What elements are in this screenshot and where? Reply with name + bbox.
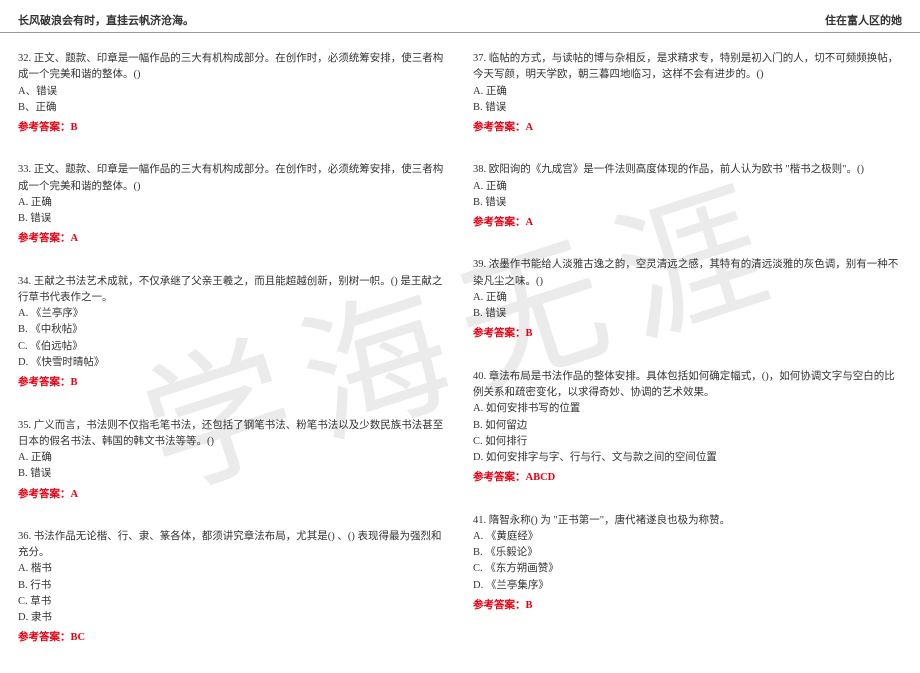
question-option: A. 正确 bbox=[473, 84, 902, 100]
question-stem: 41. 隋智永称() 为 "正书第一"，唐代褚遂良也极为称赞。 bbox=[473, 513, 902, 529]
columns-container: 32. 正文、题款、印章是一幅作品的三大有机构成部分。在创作时，必须统筹安排，使… bbox=[0, 33, 920, 673]
question-block: 39. 浓墨作书能给人淡雅古逸之韵，空灵清远之感，其特有的清远淡雅的灰色调，别有… bbox=[473, 257, 902, 342]
question-option: C. 草书 bbox=[18, 594, 447, 610]
answer-label: 参考答案： bbox=[18, 122, 71, 133]
question-block: 41. 隋智永称() 为 "正书第一"，唐代褚遂良也极为称赞。A. 《黄庭经》B… bbox=[473, 513, 902, 615]
question-option: D. 《兰亭集序》 bbox=[473, 578, 902, 594]
question-option: D. 《快雪时晴帖》 bbox=[18, 355, 447, 371]
question-stem: 38. 欧阳询的《九成宫》是一件法则高度体现的作品，前人认为欧书 "楷书之极则"… bbox=[473, 162, 902, 178]
question-stem: 36. 书法作品无论楷、行、隶、篆各体，都须讲究章法布局，尤其是() 、() 表… bbox=[18, 529, 447, 562]
question-option: B. 《乐毅论》 bbox=[473, 545, 902, 561]
answer-line: 参考答案：A bbox=[473, 215, 902, 231]
answer-label: 参考答案： bbox=[473, 122, 526, 133]
question-stem: 39. 浓墨作书能给人淡雅古逸之韵，空灵清远之感，其特有的清远淡雅的灰色调，别有… bbox=[473, 257, 902, 290]
answer-label: 参考答案： bbox=[473, 472, 526, 483]
answer-label: 参考答案： bbox=[18, 489, 71, 500]
answer-line: 参考答案：A bbox=[473, 120, 902, 136]
question-option: B. 《中秋帖》 bbox=[18, 322, 447, 338]
answer-line: 参考答案：B bbox=[18, 375, 447, 391]
right-column: 37. 临帖的方式，与读帖的博与杂相反，是求精求专，特别是初入门的人，切不可频频… bbox=[473, 51, 902, 673]
answer-value: B bbox=[71, 122, 78, 133]
question-option: A、错误 bbox=[18, 84, 447, 100]
question-option: A. 如何安排书写的位置 bbox=[473, 401, 902, 417]
question-option: A. 楷书 bbox=[18, 561, 447, 577]
question-option: A. 正确 bbox=[18, 195, 447, 211]
page-header: 长风破浪会有时，直挂云帆济沧海。 住在富人区的她 bbox=[0, 0, 920, 33]
answer-value: A bbox=[526, 122, 534, 133]
header-right: 住在富人区的她 bbox=[825, 12, 902, 28]
answer-line: 参考答案：A bbox=[18, 487, 447, 503]
question-option: B. 行书 bbox=[18, 578, 447, 594]
question-stem: 35. 广义而言，书法则不仅指毛笔书法，还包括了钢笔书法、粉笔书法以及少数民族书… bbox=[18, 418, 447, 451]
question-option: B. 错误 bbox=[473, 306, 902, 322]
answer-value: B bbox=[526, 600, 533, 611]
answer-value: B bbox=[71, 377, 78, 388]
question-block: 32. 正文、题款、印章是一幅作品的三大有机构成部分。在创作时，必须统筹安排，使… bbox=[18, 51, 447, 136]
question-option: B. 错误 bbox=[18, 211, 447, 227]
question-block: 37. 临帖的方式，与读帖的博与杂相反，是求精求专，特别是初入门的人，切不可频频… bbox=[473, 51, 902, 136]
question-stem: 32. 正文、题款、印章是一幅作品的三大有机构成部分。在创作时，必须统筹安排，使… bbox=[18, 51, 447, 84]
answer-label: 参考答案： bbox=[18, 233, 71, 244]
answer-label: 参考答案： bbox=[473, 217, 526, 228]
question-block: 36. 书法作品无论楷、行、隶、篆各体，都须讲究章法布局，尤其是() 、() 表… bbox=[18, 529, 447, 647]
answer-label: 参考答案： bbox=[18, 377, 71, 388]
question-stem: 33. 正文、题款、印章是一幅作品的三大有机构成部分。在创作时，必须统筹安排，使… bbox=[18, 162, 447, 195]
answer-label: 参考答案： bbox=[18, 632, 71, 643]
question-option: D. 如何安排字与字、行与行、文与款之间的空间位置 bbox=[473, 450, 902, 466]
question-block: 35. 广义而言，书法则不仅指毛笔书法，还包括了钢笔书法、粉笔书法以及少数民族书… bbox=[18, 418, 447, 503]
question-option: B. 错误 bbox=[18, 466, 447, 482]
answer-value: B bbox=[526, 328, 533, 339]
answer-line: 参考答案：B bbox=[473, 326, 902, 342]
answer-line: 参考答案：B bbox=[18, 120, 447, 136]
question-option: B. 错误 bbox=[473, 100, 902, 116]
question-option: A. 正确 bbox=[18, 450, 447, 466]
question-block: 33. 正文、题款、印章是一幅作品的三大有机构成部分。在创作时，必须统筹安排，使… bbox=[18, 162, 447, 247]
answer-line: 参考答案：A bbox=[18, 231, 447, 247]
answer-value: A bbox=[71, 233, 79, 244]
answer-line: 参考答案：B bbox=[473, 598, 902, 614]
answer-value: A bbox=[71, 489, 79, 500]
question-block: 38. 欧阳询的《九成宫》是一件法则高度体现的作品，前人认为欧书 "楷书之极则"… bbox=[473, 162, 902, 231]
question-stem: 34. 王献之书法艺术成就，不仅承继了父亲王羲之，而且能超越创新，别树一帜。()… bbox=[18, 274, 447, 307]
answer-label: 参考答案： bbox=[473, 600, 526, 611]
question-block: 34. 王献之书法艺术成就，不仅承继了父亲王羲之，而且能超越创新，别树一帜。()… bbox=[18, 274, 447, 392]
answer-label: 参考答案： bbox=[473, 328, 526, 339]
question-stem: 37. 临帖的方式，与读帖的博与杂相反，是求精求专，特别是初入门的人，切不可频频… bbox=[473, 51, 902, 84]
question-option: C. 《伯远帖》 bbox=[18, 339, 447, 355]
question-option: A. 正确 bbox=[473, 179, 902, 195]
question-option: A. 《黄庭经》 bbox=[473, 529, 902, 545]
question-block: 40. 章法布局是书法作品的整体安排。具体包括如何确定幅式，()，如何协调文字与… bbox=[473, 369, 902, 487]
question-option: D. 隶书 bbox=[18, 610, 447, 626]
question-option: C. 《东方朔画赞》 bbox=[473, 561, 902, 577]
answer-value: A bbox=[526, 217, 534, 228]
answer-line: 参考答案：ABCD bbox=[473, 470, 902, 486]
header-left: 长风破浪会有时，直挂云帆济沧海。 bbox=[18, 12, 194, 28]
question-stem: 40. 章法布局是书法作品的整体安排。具体包括如何确定幅式，()，如何协调文字与… bbox=[473, 369, 902, 402]
question-option: A. 《兰亭序》 bbox=[18, 306, 447, 322]
question-option: A. 正确 bbox=[473, 290, 902, 306]
question-option: B、正确 bbox=[18, 100, 447, 116]
question-option: B. 错误 bbox=[473, 195, 902, 211]
answer-value: ABCD bbox=[526, 472, 556, 483]
question-option: C. 如何排行 bbox=[473, 434, 902, 450]
question-option: B. 如何留边 bbox=[473, 418, 902, 434]
answer-value: BC bbox=[71, 632, 86, 643]
answer-line: 参考答案：BC bbox=[18, 630, 447, 646]
left-column: 32. 正文、题款、印章是一幅作品的三大有机构成部分。在创作时，必须统筹安排，使… bbox=[18, 51, 447, 673]
